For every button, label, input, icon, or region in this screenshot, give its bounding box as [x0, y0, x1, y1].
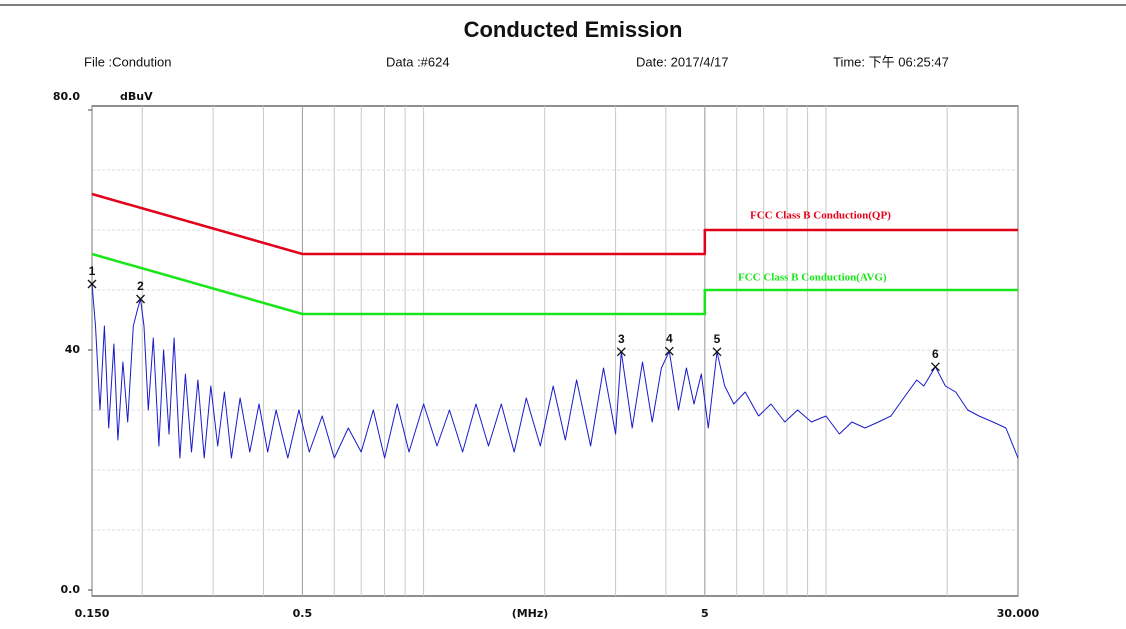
- marker-label: 6: [932, 347, 939, 361]
- x-tick-label: 30.000: [997, 607, 1040, 620]
- marker-cross: [930, 362, 940, 372]
- marker-label: 1: [89, 264, 96, 278]
- y-tick-label: 80.0: [53, 90, 80, 103]
- y-tick-label: 40: [65, 343, 81, 356]
- marker-cross: [712, 347, 722, 357]
- marker-cross: [136, 294, 145, 304]
- marker-label: 5: [714, 332, 721, 346]
- marker-cross: [664, 346, 674, 356]
- x-tick-label: 0.150: [75, 607, 110, 620]
- y-axis-label: dBuV: [120, 90, 153, 103]
- info-time: Time: 下午 06:25:47: [833, 54, 949, 69]
- marker-label: 2: [137, 279, 144, 293]
- marker-label: 4: [666, 331, 673, 345]
- marker-cross: [87, 279, 97, 289]
- chart-title: Conducted Emission: [464, 17, 683, 42]
- limit-line: [91, 252, 1018, 316]
- emission-trace: [91, 283, 1019, 459]
- limit-line: [91, 192, 1018, 256]
- legend-label: FCC Class B Conduction(QP): [750, 210, 891, 222]
- marker-label: 3: [618, 332, 625, 346]
- y-tick-label: 0.0: [61, 583, 81, 596]
- x-tick-label: 5: [701, 607, 709, 620]
- plot-frame: [91, 105, 1019, 597]
- legend-label: FCC Class B Conduction(AVG): [738, 272, 887, 284]
- info-date: Date: 2017/4/17: [636, 54, 729, 69]
- info-file: File :Condution: [84, 54, 171, 69]
- marker-cross: [616, 347, 626, 357]
- x-tick-label: 0.5: [293, 607, 313, 620]
- x-axis-label: (MHz): [512, 607, 549, 620]
- info-data: Data :#624: [386, 54, 450, 69]
